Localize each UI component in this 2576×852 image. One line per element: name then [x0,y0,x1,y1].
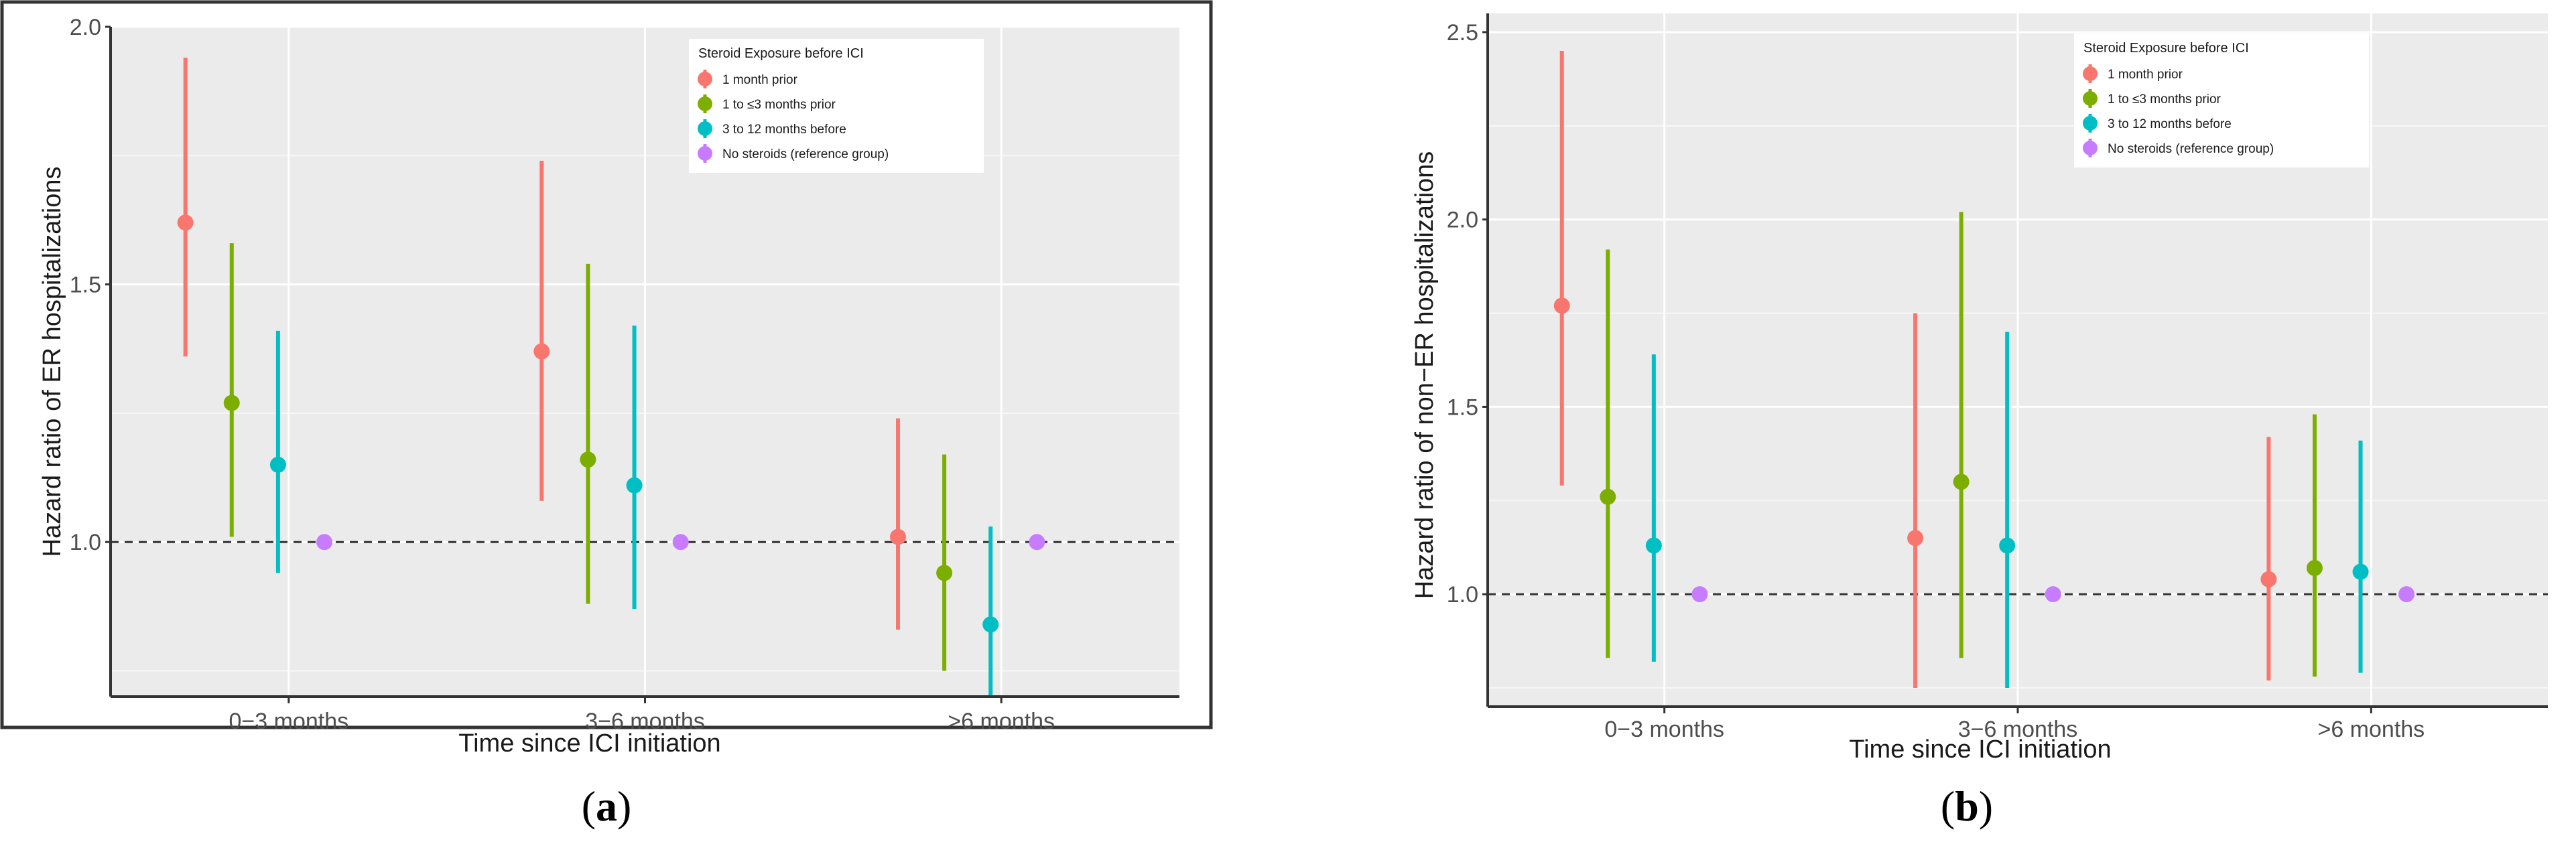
panel-b-x-tick-label: >6 months [2317,717,2425,742]
panel-a-legend-key [698,96,712,111]
panel-b-point [1907,530,1924,547]
panel-a-y-tick-label: 2.0 [70,15,101,40]
panel-b-marks: 1.0 1.5 2.0 2.5 0−3 months 3−6 months >6 month… [1447,13,2548,742]
panel-b-point [2045,586,2061,603]
panel-a-legend-title: Steroid Exposure before ICI [698,46,864,61]
panel-a-y-axis-title: Hazard ratio of ER hospitalizations [38,167,66,557]
panel-b-legend-label: No steroids (reference group) [2108,142,2274,156]
panel-a-legend-key [698,72,712,86]
panel-b-point [2260,571,2277,587]
panel-b-x-tick-label: 0−3 months [1604,717,1724,742]
panel-b-legend-label: 1 to ≤3 months prior [2108,92,2221,106]
panel-a-point [626,477,643,494]
panel-a-x-tick-label: 0−3 months [229,709,349,734]
panel-a-x-axis-title: Time since ICI initiation [458,729,720,758]
panel-a-x-tick-label: >6 months [948,709,1055,734]
panel-b-point [1553,297,1570,314]
panel-b-point [1645,537,1662,554]
panel-b-x-axis-title: Time since ICI initiation [1849,735,2111,764]
panel-a-legend-label: 1 month prior [722,73,798,87]
panel-a-point [533,343,550,360]
panel-b-legend: Steroid Exposure before ICI 1 month prio… [2074,33,2369,167]
panel-a-legend: Steroid Exposure before ICI 1 month prio… [689,39,984,173]
panel-b-legend-key [2083,141,2098,155]
panel-b-legend-key [2083,91,2098,106]
panel-b-point [1999,537,2016,554]
panel-a-legend-key [698,146,712,161]
panel-a-y-tick-label: 1.0 [70,530,101,555]
panel-b-legend-label: 3 to 12 months before [2108,117,2232,131]
panel-b-y-tick-label: 2.0 [1447,208,1478,233]
panel-a-legend-label: 1 to ≤3 months prior [722,98,836,112]
panel-b-y-tick-label: 2.5 [1447,20,1478,46]
panel-a-legend-label: No steroids (reference group) [722,147,889,161]
panel-a-legend-label: 3 to 12 months before [722,123,846,137]
panel-a-legend-box [689,39,984,173]
panel-a-point [177,214,194,231]
panel-a-chart: 1.0 1.5 2.0 0−3 months 3−6 months >6 months T… [0,0,1213,758]
panel-b-point [2306,560,2323,576]
panel-b-chart: 1.0 1.5 2.0 2.5 0−3 months 3−6 months >6 month… [1411,13,2548,764]
panel-a-legend-key [698,121,712,136]
panel-a-caption: (a) [582,782,632,830]
panel-a-point [889,528,906,545]
panel-b-legend-key [2083,116,2098,131]
panel-b-point [1691,586,1708,603]
panel-a-point [316,534,332,551]
panel-b-point [2398,586,2415,603]
panel-a-point [269,456,286,473]
panel-b-y-tick-label: 1.0 [1447,582,1478,608]
panel-a-point [936,565,953,581]
panel-b-caption: (b) [1941,782,1993,830]
panel-b-x-tick-label: 3−6 months [1958,717,2078,742]
panel-b-point [1953,474,1970,490]
panel-a-point [1029,534,1045,551]
panel-b-legend-key [2083,66,2098,81]
panel-a-point [672,534,689,551]
panel-a-marks: 1.0 1.5 2.0 0−3 months 3−6 months >6 months [70,15,1179,734]
panel-a-x-tick-label: 3−6 months [585,709,705,734]
panel-a-y-tick-label: 1.5 [70,273,101,298]
panel-b-point [1600,488,1616,505]
panel-b-y-axis-title: Hazard ratio of non−ER hospitalizations [1411,151,1439,599]
panel-b-y-tick-label: 1.5 [1447,395,1478,420]
panel-b-legend-box [2074,33,2369,167]
panel-a-point [580,451,596,468]
panel-a-point [982,616,999,633]
panel-a-point [223,395,240,411]
panel-b-legend-label: 1 month prior [2108,68,2183,82]
panel-b-point [2352,563,2369,580]
panel-b-legend-title: Steroid Exposure before ICI [2083,41,2249,56]
